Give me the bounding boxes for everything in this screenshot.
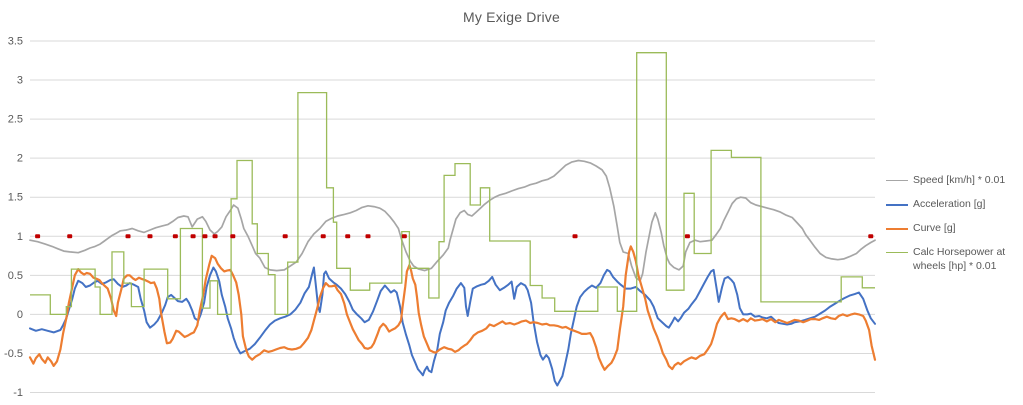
- series-marker: [868, 234, 874, 239]
- legend-item: Calc Horsepower at wheels [hp] * 0.01: [886, 246, 1020, 272]
- series-marker: [202, 234, 208, 239]
- series-marker: [684, 234, 690, 239]
- legend-line-swatch: [886, 198, 908, 211]
- series-marker: [365, 234, 371, 239]
- y-tick-label: 0.5: [8, 270, 23, 282]
- y-tick-label: -1: [13, 387, 23, 399]
- series-marker: [147, 234, 153, 239]
- y-tick-label: 1: [17, 231, 23, 243]
- series-marker: [282, 234, 288, 239]
- series-line: [28, 245, 877, 371]
- legend-item: Curve [g]: [886, 222, 1020, 235]
- legend-label: Calc Horsepower at wheels [hp] * 0.01: [913, 246, 1006, 272]
- series-step-line: [30, 52, 875, 316]
- y-tick-label: 3.5: [8, 36, 23, 48]
- series-marker: [172, 234, 178, 239]
- series-marker: [345, 234, 351, 239]
- series-marker: [572, 234, 578, 239]
- legend-item: Acceleration [g]: [886, 198, 1020, 211]
- legend-line-swatch: [886, 246, 908, 259]
- y-tick-label: 2.5: [8, 114, 23, 126]
- y-tick-label: 0: [17, 309, 23, 321]
- legend-item: Speed [km/h] * 0.01: [886, 174, 1020, 187]
- series-marker: [67, 234, 73, 239]
- series-marker: [230, 234, 236, 239]
- series-line: [29, 266, 876, 387]
- chart-title: My Exige Drive: [463, 9, 560, 25]
- series-marker: [190, 234, 196, 239]
- y-tick-label: 1.5: [8, 192, 23, 204]
- legend-line-swatch: [886, 174, 908, 187]
- legend: Speed [km/h] * 0.01 Acceleration [g] Curve…: [886, 174, 1020, 284]
- series-line: [29, 159, 876, 282]
- y-tick-label: 2: [17, 153, 23, 165]
- series-marker: [35, 234, 41, 239]
- y-tick-label: 3: [17, 75, 23, 87]
- legend-label: Speed [km/h] * 0.01: [913, 174, 1006, 186]
- legend-label: Acceleration [g]: [913, 198, 986, 211]
- series-marker: [401, 234, 407, 239]
- y-tick-label: -0.5: [4, 348, 23, 360]
- legend-label: Curve [g]: [913, 222, 956, 235]
- series-marker: [320, 234, 326, 239]
- legend-line-swatch: [886, 222, 908, 235]
- series-marker: [212, 234, 218, 239]
- series-marker: [125, 234, 131, 239]
